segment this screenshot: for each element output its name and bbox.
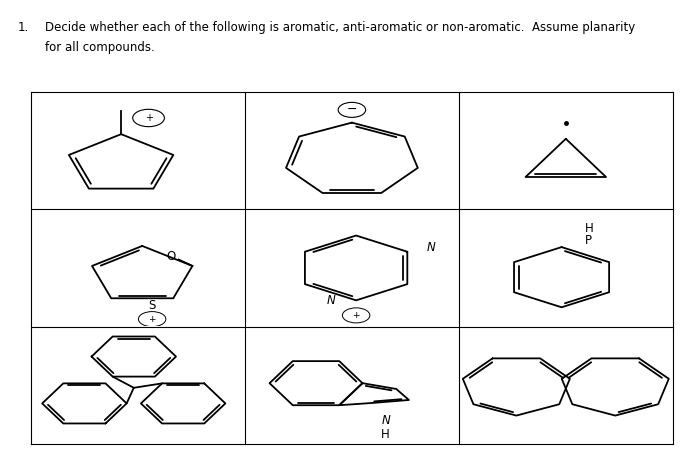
Text: H: H [382, 428, 390, 442]
Text: +: + [353, 311, 360, 320]
Text: N: N [326, 294, 335, 307]
Text: N: N [426, 240, 435, 254]
Text: S: S [148, 299, 156, 312]
Text: +: + [145, 113, 152, 123]
Text: P: P [585, 234, 592, 247]
Text: O: O [167, 250, 176, 263]
Text: for all compounds.: for all compounds. [45, 41, 155, 54]
Text: Decide whether each of the following is aromatic, anti-aromatic or non-aromatic.: Decide whether each of the following is … [45, 21, 635, 33]
Text: N: N [382, 414, 390, 427]
Text: +: + [148, 315, 156, 324]
Text: H: H [585, 222, 593, 235]
Text: 1.: 1. [17, 21, 28, 33]
Text: −: − [346, 104, 357, 116]
